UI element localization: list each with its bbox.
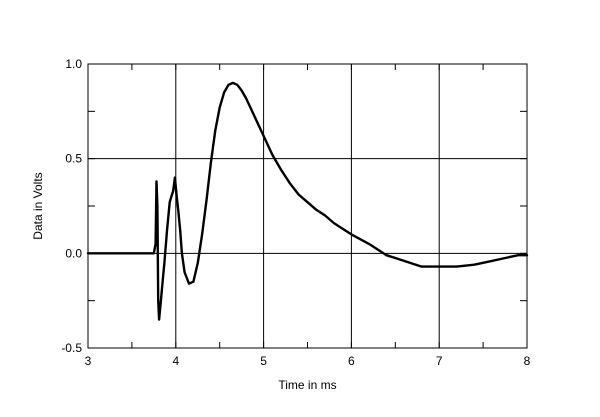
x-tick-label: 3 xyxy=(85,354,92,368)
x-tick-label: 5 xyxy=(260,354,267,368)
y-tick-label: -0.5 xyxy=(61,341,82,355)
series-layer xyxy=(86,81,529,321)
tick-labels: 3 4 5 6 7 8 -0.5 0.0 0.5 1.0 xyxy=(61,57,530,368)
grid xyxy=(88,64,527,348)
y-tick-label: 0.0 xyxy=(65,246,82,260)
x-tick-label: 8 xyxy=(524,354,531,368)
y-tick-label: 1.0 xyxy=(65,57,82,71)
series-line xyxy=(86,81,529,321)
y-tick-label: 0.5 xyxy=(65,152,82,166)
x-axis-title: Time in ms xyxy=(278,378,336,392)
x-tick-label: 7 xyxy=(436,354,443,368)
y-axis-title: Data in Volts xyxy=(31,172,45,239)
plot-frame xyxy=(87,63,528,349)
axis-ticks xyxy=(87,63,528,349)
x-tick-label: 6 xyxy=(348,354,355,368)
x-tick-label: 4 xyxy=(172,354,179,368)
